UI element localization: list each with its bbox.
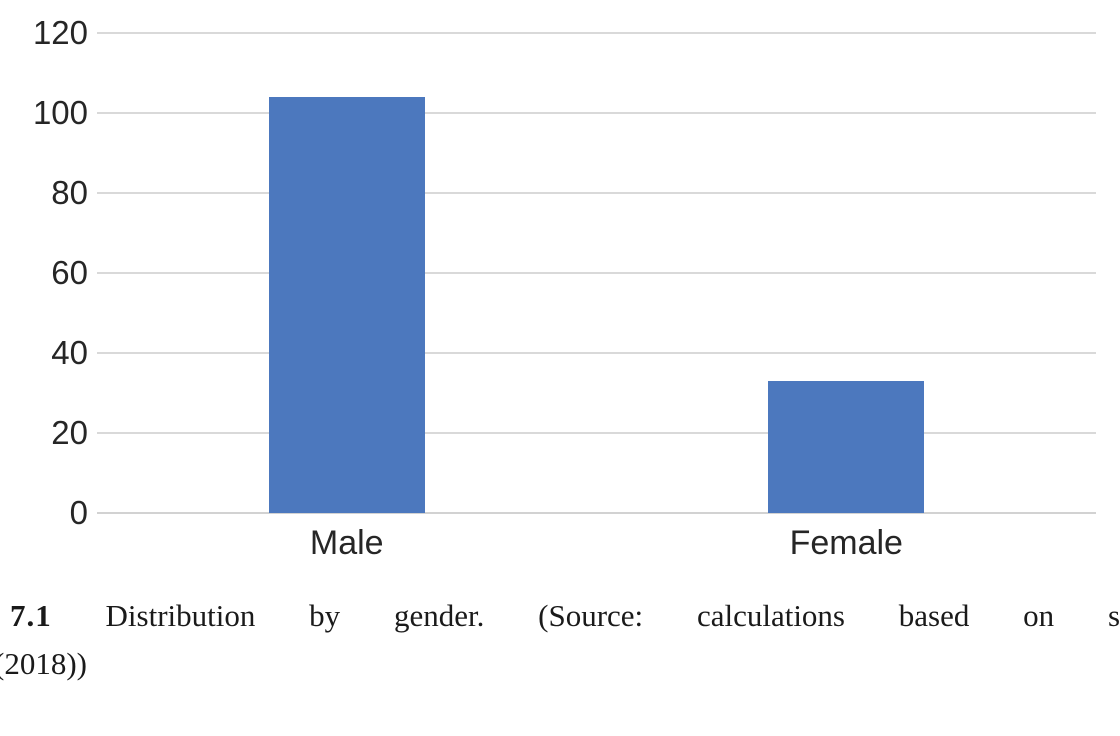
gridline (97, 192, 1096, 194)
ytick-label: 20 (51, 414, 88, 451)
gridline (97, 432, 1096, 434)
ytick-label: 80 (51, 174, 88, 211)
bar-female (768, 381, 925, 513)
gridline (97, 112, 1096, 114)
figure-caption-line1: 7.1 Distribution by gender. (Source: cal… (10, 592, 1120, 640)
gridline (97, 32, 1096, 34)
x-axis-line (97, 512, 1096, 514)
ytick-label: 120 (32, 14, 88, 51)
xtick-label-female: Female (789, 524, 903, 562)
gridline (97, 272, 1096, 274)
bar-chart: Male Female 0 20 40 60 80 100 120 (32, 14, 1096, 562)
bar-male (268, 97, 425, 513)
xtick-label-male: Male (309, 524, 384, 562)
ytick-label: 100 (32, 94, 88, 131)
ytick-label: 40 (51, 334, 88, 371)
ytick-label: 0 (69, 494, 88, 531)
gridline (97, 352, 1096, 354)
figure-caption-line2: (2018)) (0, 646, 87, 681)
figure-caption-text: Distribution by gender. (Source: calcula… (105, 598, 1120, 633)
ytick-label: 60 (51, 254, 88, 291)
figure-number: 7.1 (10, 598, 52, 633)
figure-caption: 7.1 Distribution by gender. (Source: cal… (0, 592, 1120, 688)
